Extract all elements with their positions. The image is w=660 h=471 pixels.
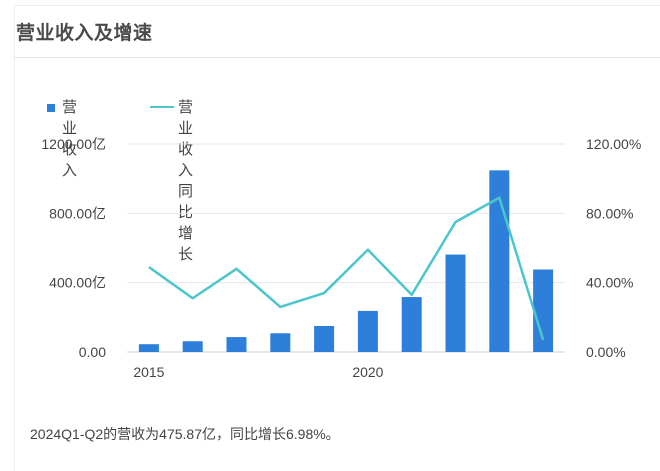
revenue-bar — [226, 337, 247, 352]
y-left-tick-label: 1200.00亿 — [41, 136, 106, 152]
growth-line — [148, 196, 545, 341]
card-title: 营业收入及增速 — [16, 23, 153, 44]
legend-bar-swatch — [47, 104, 55, 112]
legend-line-label[interactable]: 营业收入同比增长 — [178, 99, 194, 263]
card-left-border — [14, 5, 15, 471]
y-right-tick-label: 0.00% — [586, 344, 626, 360]
summary-text: 2024Q1-Q2的营收为475.87亿，同比增长6.98%。 — [30, 426, 340, 442]
y-right-tick-label: 120.00% — [586, 136, 641, 152]
y-left-tick-label: 400.00亿 — [49, 275, 106, 291]
y-left-tick-label: 0.00 — [79, 344, 106, 360]
revenue-bar — [138, 344, 159, 352]
legend-line-swatch — [150, 106, 174, 108]
revenue-bar — [357, 310, 378, 352]
revenue-bar — [445, 254, 466, 352]
revenue-bar — [182, 341, 203, 352]
y-right-tick-label: 40.00% — [586, 275, 633, 291]
revenue-bar — [270, 333, 291, 352]
revenue-bar — [314, 326, 335, 352]
legend-bar-label[interactable]: 营业收入 — [62, 99, 78, 179]
revenue-bar — [401, 297, 422, 352]
x-tick-label: 2015 — [133, 364, 164, 380]
x-tick-label: 2020 — [352, 364, 383, 380]
card-top-border — [14, 5, 660, 6]
y-left-tick-label: 800.00亿 — [49, 205, 106, 221]
title-divider — [14, 57, 660, 58]
y-right-tick-label: 80.00% — [586, 205, 633, 221]
revenue-bar — [533, 269, 554, 352]
